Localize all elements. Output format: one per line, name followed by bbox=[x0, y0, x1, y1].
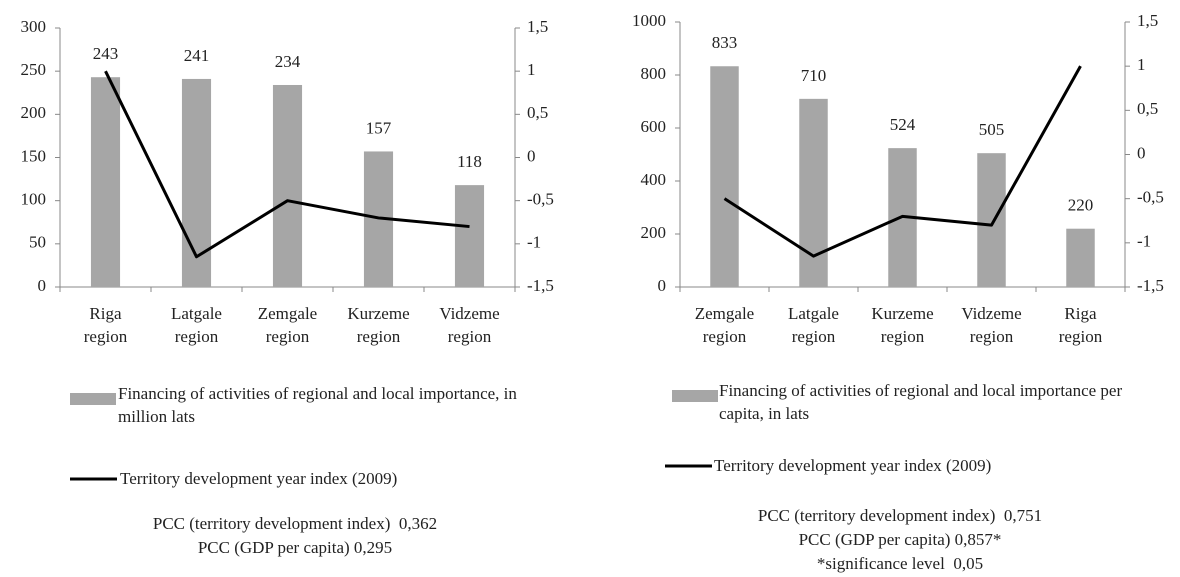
x-tick-label: Riga region bbox=[1058, 304, 1103, 346]
x-tick-label: Kurzeme region bbox=[871, 304, 934, 346]
value-label: 524 bbox=[890, 115, 916, 134]
y-tick-label: 600 bbox=[641, 117, 667, 136]
x-tick-label: Vidzeme region bbox=[961, 304, 1022, 346]
y-tick-label: 150 bbox=[21, 146, 47, 165]
note: PCC (GDP per capita) 0,295 bbox=[197, 538, 393, 557]
x-tick-label: Zemgale region bbox=[257, 304, 318, 346]
note: PCC (GDP per capita) 0,857* bbox=[798, 530, 1002, 549]
x-tick-label: Zemgale region bbox=[694, 304, 755, 346]
bar bbox=[799, 98, 828, 287]
y-tick-label: 50 bbox=[29, 233, 46, 252]
y2-tick-label: -0,5 bbox=[1137, 188, 1164, 207]
y2-tick-label: -0,5 bbox=[527, 190, 554, 209]
y-tick-label: 200 bbox=[21, 103, 47, 122]
y2-tick-label: 1,5 bbox=[1137, 11, 1158, 30]
y2-tick-label: 0 bbox=[1137, 143, 1146, 162]
y2-tick-label: 0,5 bbox=[1137, 99, 1158, 118]
y2-tick-label: 0,5 bbox=[527, 103, 548, 122]
x-tick-label: Vidzeme region bbox=[439, 304, 500, 346]
value-label: 157 bbox=[366, 118, 392, 137]
y-tick-label: 100 bbox=[21, 190, 47, 209]
bar bbox=[977, 153, 1006, 287]
y-tick-label: 400 bbox=[641, 170, 667, 189]
value-label: 220 bbox=[1068, 196, 1094, 215]
y-tick-label: 1000 bbox=[632, 11, 666, 30]
legend-swatch bbox=[70, 393, 116, 405]
y-tick-label: 800 bbox=[641, 64, 667, 83]
line bbox=[104, 70, 470, 259]
y-tick-label: 300 bbox=[21, 17, 47, 36]
y2-tick-label: 0 bbox=[527, 146, 536, 165]
y2-tick-label: -1,5 bbox=[527, 276, 554, 295]
value-label: 505 bbox=[979, 120, 1005, 139]
bar bbox=[1066, 228, 1095, 287]
y2-tick-label: -1 bbox=[527, 233, 541, 252]
value-label: 241 bbox=[184, 46, 210, 65]
note: *significance level 0,05 bbox=[816, 554, 984, 573]
bar bbox=[90, 77, 121, 288]
x-tick-label: Kurzeme region bbox=[347, 304, 410, 346]
y-tick-label: 200 bbox=[641, 223, 667, 242]
y2-tick-label: -1,5 bbox=[1137, 276, 1164, 295]
y-tick-label: 250 bbox=[21, 60, 47, 79]
y2-tick-label: 1 bbox=[1137, 55, 1146, 74]
x-tick-label: Latgale region bbox=[171, 304, 222, 346]
legend-label: Territory development year index (2009) bbox=[120, 469, 398, 488]
y-tick-label: 0 bbox=[38, 276, 47, 295]
bar bbox=[710, 66, 739, 287]
value-label: 710 bbox=[801, 66, 827, 85]
legend-label: Territory development year index (2009) bbox=[714, 456, 992, 475]
bar bbox=[454, 185, 485, 287]
value-label: 118 bbox=[457, 152, 482, 171]
value-label: 243 bbox=[93, 44, 119, 63]
x-tick-label: Latgale region bbox=[788, 304, 839, 346]
note: PCC (territory development index) 0,751 bbox=[757, 506, 1043, 525]
y-tick-label: 0 bbox=[658, 276, 667, 295]
y2-tick-label: -1 bbox=[1137, 232, 1151, 251]
y2-tick-label: 1,5 bbox=[527, 17, 548, 36]
legend-label: Financing of activities of regional and … bbox=[719, 381, 1123, 423]
y2-tick-label: 1 bbox=[527, 60, 536, 79]
bar bbox=[272, 84, 303, 287]
value-label: 833 bbox=[712, 33, 738, 52]
line bbox=[723, 65, 1082, 258]
legend-swatch bbox=[672, 390, 718, 402]
note: PCC (territory development index) 0,362 bbox=[152, 514, 438, 533]
legend-label: Financing of activities of regional and … bbox=[118, 384, 517, 426]
value-label: 234 bbox=[275, 52, 301, 71]
x-tick-label: Riga region bbox=[83, 304, 128, 346]
